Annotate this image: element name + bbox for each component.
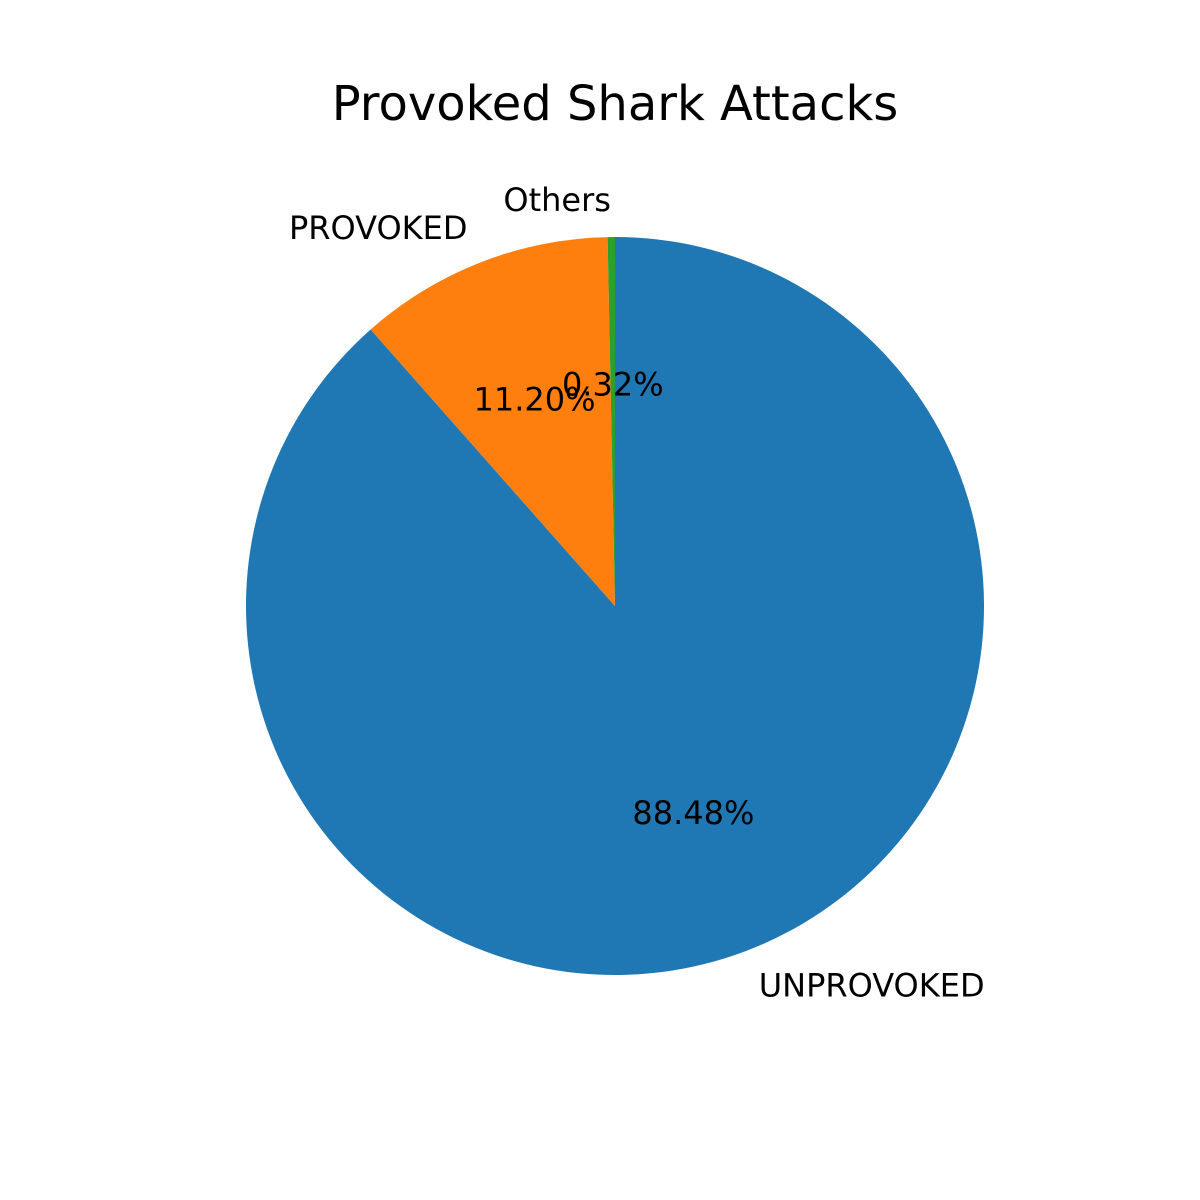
slice-label-unprovoked: UNPROVOKED: [759, 967, 985, 1005]
pct-label-unprovoked: 88.48%: [632, 794, 754, 832]
slice-label-provoked: PROVOKED: [289, 209, 468, 247]
pie-slices: [246, 237, 984, 975]
pie-labels: 88.48% UNPROVOKED 11.20% PROVOKED 0.32% Other…: [289, 181, 985, 1004]
pct-label-others: 0.32%: [562, 366, 664, 404]
pie-slice-others: [607, 237, 615, 606]
pct-label-provoked: 11.20%: [474, 381, 596, 419]
chart-title: Provoked Shark Attacks: [332, 76, 899, 132]
slice-label-others: Others: [503, 181, 611, 219]
pie-slice-provoked: [370, 237, 615, 606]
